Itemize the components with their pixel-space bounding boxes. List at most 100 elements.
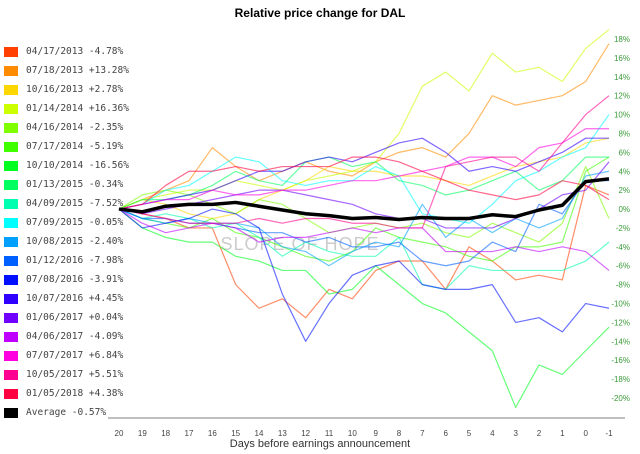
y-tick-label: 8% — [618, 129, 630, 138]
series-line — [118, 208, 610, 271]
legend-swatch — [4, 103, 18, 114]
legend-label: 01/06/2017 +0.04% — [26, 312, 124, 323]
legend-swatch — [4, 84, 18, 95]
x-tick-label: 3 — [513, 429, 518, 438]
x-tick-label: 2 — [537, 429, 542, 438]
legend-item[interactable]: 01/14/2014 +16.36% — [4, 99, 129, 118]
legend-label: 07/17/2014 -5.19% — [26, 141, 124, 152]
series-line — [118, 114, 610, 224]
legend-item[interactable]: 10/07/2016 +4.45% — [4, 289, 129, 308]
legend-item[interactable]: 04/06/2017 -4.09% — [4, 327, 129, 346]
legend-label: 07/07/2017 +6.84% — [26, 350, 124, 361]
legend-label: 10/10/2014 -16.56% — [26, 160, 129, 171]
x-tick-label: 13 — [278, 429, 287, 438]
y-tick-label: -8% — [616, 281, 630, 290]
y-tick-label: 16% — [614, 54, 630, 63]
legend-swatch — [4, 388, 18, 399]
legend-swatch — [4, 160, 18, 171]
y-tick-label: 18% — [614, 35, 630, 44]
legend-label: 10/08/2015 -2.40% — [26, 236, 124, 247]
legend-item[interactable]: 07/09/2015 -0.05% — [4, 213, 129, 232]
x-axis-label: Days before earnings announcement — [230, 438, 410, 450]
legend-item[interactable]: 10/05/2017 +5.51% — [4, 365, 129, 384]
legend-item[interactable]: 01/12/2016 -7.98% — [4, 251, 129, 270]
series-line — [118, 184, 610, 319]
x-tick-label: 14 — [255, 429, 264, 438]
legend-item[interactable]: 10/10/2014 -16.56% — [4, 156, 129, 175]
legend-label: 10/07/2016 +4.45% — [26, 293, 124, 304]
x-tick-label: 12 — [301, 429, 310, 438]
legend-label: 07/18/2013 +13.28% — [26, 65, 129, 76]
x-tick-label: 19 — [138, 429, 147, 438]
y-tick-label: 12% — [614, 92, 630, 101]
y-tick-label: -12% — [611, 318, 630, 327]
legend-item[interactable]: 01/05/2018 +4.38% — [4, 384, 129, 403]
x-tick-label: 4 — [490, 429, 495, 438]
legend-item[interactable]: 04/16/2014 -2.35% — [4, 118, 129, 137]
legend-label: 01/13/2015 -0.34% — [26, 179, 124, 190]
legend-label: 01/05/2018 +4.38% — [26, 388, 124, 399]
x-tick-label: 5 — [467, 429, 472, 438]
y-tick-label: 4% — [618, 167, 630, 176]
legend-item[interactable]: 07/17/2014 -5.19% — [4, 137, 129, 156]
series-line — [118, 156, 609, 210]
legend-label: 04/17/2013 -4.78% — [26, 46, 124, 57]
series-line — [118, 208, 610, 409]
average-line — [118, 177, 610, 222]
y-tick-label: 0% — [618, 205, 630, 214]
x-tick-label: 11 — [325, 429, 334, 438]
x-tick-label: 7 — [420, 429, 425, 438]
legend-item[interactable]: 10/08/2015 -2.40% — [4, 232, 129, 251]
y-tick-label: -6% — [616, 262, 630, 271]
legend-label: 04/16/2014 -2.35% — [26, 122, 124, 133]
series-line — [118, 208, 610, 342]
legend-item[interactable]: 07/18/2013 +13.28% — [4, 61, 129, 80]
legend-label: 10/16/2013 +2.78% — [26, 84, 124, 95]
legend-label: 10/05/2017 +5.51% — [26, 369, 124, 380]
y-tick-label: -14% — [611, 337, 630, 346]
chart-title: Relative price change for DAL — [234, 6, 406, 20]
x-tick-label: 9 — [373, 429, 378, 438]
x-tick-label: 17 — [185, 429, 194, 438]
x-tick-label: 20 — [115, 429, 124, 438]
y-tick-label: 14% — [614, 73, 630, 82]
legend-item[interactable]: 04/09/2015 -7.52% — [4, 194, 129, 213]
legend-item[interactable]: 07/07/2017 +6.84% — [4, 346, 129, 365]
legend-swatch — [4, 350, 18, 361]
legend-label: 07/08/2016 -3.91% — [26, 274, 124, 285]
legend-swatch — [4, 65, 18, 76]
x-tick-label: 6 — [443, 429, 448, 438]
series-line — [118, 156, 610, 210]
legend-item[interactable]: 04/17/2013 -4.78% — [4, 42, 129, 61]
legend-swatch — [4, 312, 18, 323]
x-tick-label: 10 — [348, 429, 357, 438]
x-tick-label: 0 — [583, 429, 588, 438]
y-tick-label: -10% — [611, 300, 630, 309]
legend-swatch — [4, 46, 18, 57]
legend-item[interactable]: Average -0.57% — [4, 403, 129, 422]
legend-swatch — [4, 293, 18, 304]
y-tick-label: 6% — [618, 148, 630, 157]
x-tick-label: 15 — [231, 429, 240, 438]
series-line — [118, 29, 610, 210]
watermark: SLOPE OF HOPE — [220, 234, 379, 254]
x-tick-label: 16 — [208, 429, 217, 438]
legend-item[interactable]: 10/16/2013 +2.78% — [4, 80, 129, 99]
y-tick-label: 10% — [614, 111, 630, 120]
legend-item[interactable]: 01/06/2017 +0.04% — [4, 308, 129, 327]
legend-item[interactable]: 07/08/2016 -3.91% — [4, 270, 129, 289]
y-tick-label: -16% — [611, 356, 630, 365]
y-tick-label: -20% — [611, 394, 630, 403]
y-tick-label: -4% — [616, 243, 630, 252]
legend-swatch — [4, 369, 18, 380]
x-tick-label: 18 — [161, 429, 170, 438]
legend-label: 01/12/2016 -7.98% — [26, 255, 124, 266]
y-tick-label: -2% — [616, 224, 630, 233]
legend-swatch — [4, 141, 18, 152]
y-tick-label: 2% — [618, 186, 630, 195]
legend-item[interactable]: 01/13/2015 -0.34% — [4, 175, 129, 194]
x-tick-label: -1 — [605, 429, 613, 438]
legend: 04/17/2013 -4.78% 07/18/2013 +13.28% 10/16… — [4, 42, 129, 422]
series-line — [118, 95, 610, 229]
